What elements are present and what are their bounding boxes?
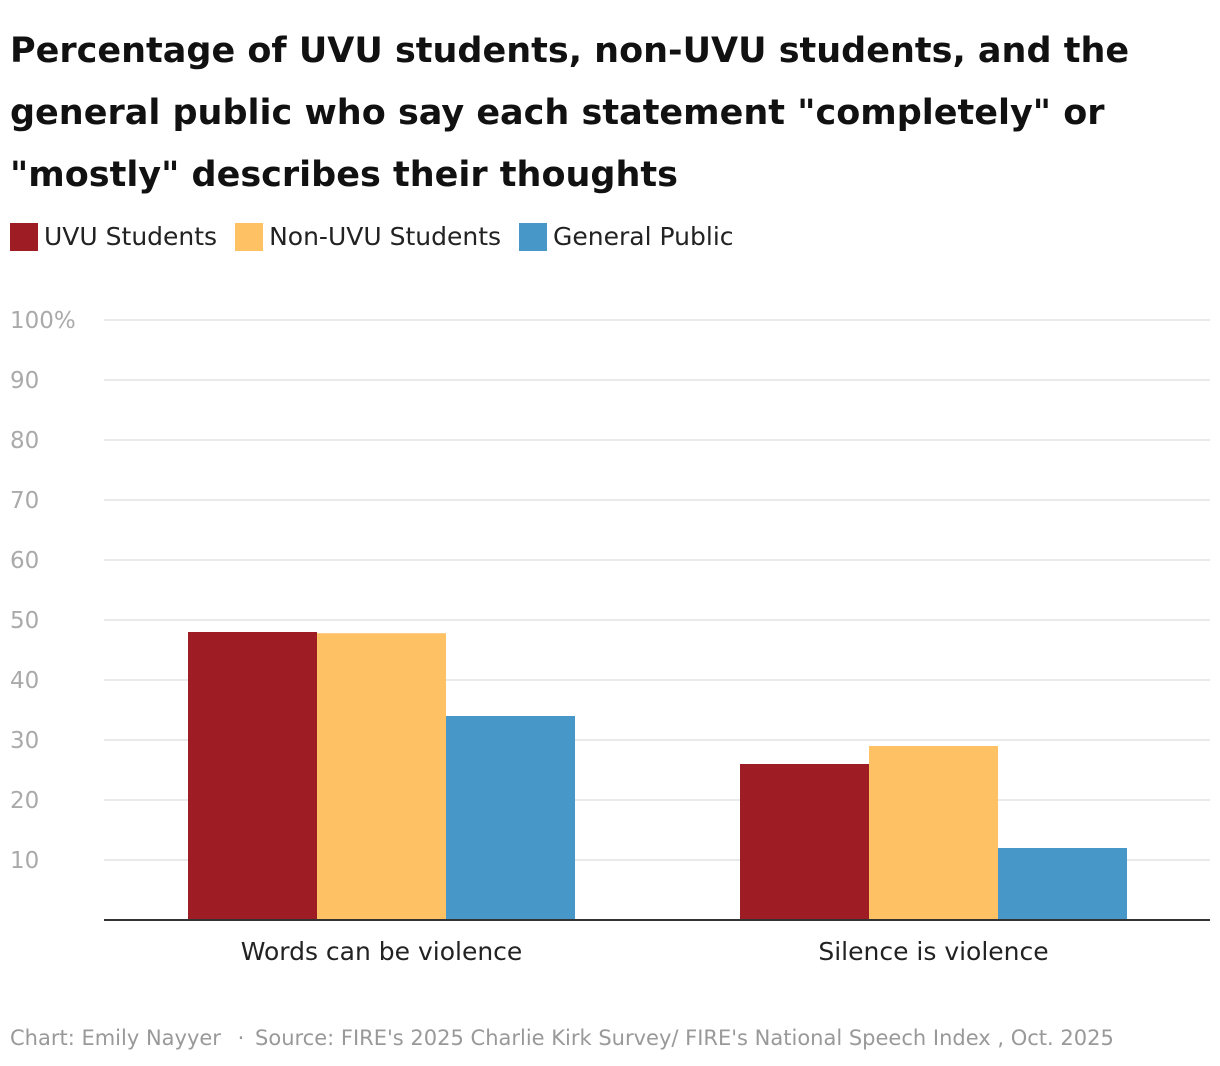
y-tick-label-60: 60 <box>10 548 39 574</box>
legend-swatch-uvu-students <box>10 222 38 251</box>
y-tick-label-80: 80 <box>10 428 39 454</box>
bar-non-uvu-students-2 <box>869 746 998 920</box>
legend-swatch-non-uvu-students <box>235 222 264 251</box>
bar-uvu-students-1 <box>188 632 317 920</box>
footer-separator: · <box>237 1026 245 1050</box>
bar-non-uvu-students-1 <box>317 633 446 920</box>
legend-swatch-general-public <box>519 222 548 251</box>
legend-label-non-uvu-students: Non-UVU Students <box>269 222 502 251</box>
legend-item-general-public: General Public <box>519 222 734 251</box>
bar-uvu-students-2 <box>740 764 869 920</box>
chart-source: Source: FIRE's 2025 Charlie Kirk Survey/… <box>255 1026 1114 1050</box>
chart-title: Percentage of UVU students, non-UVU stud… <box>10 31 1130 195</box>
legend-label-general-public: General Public <box>553 222 734 251</box>
y-tick-label-70: 70 <box>10 488 39 514</box>
x-category-label-1: Words can be violence <box>241 937 523 966</box>
chart-credit: Chart: Emily Nayyer <box>10 1026 221 1050</box>
y-tick-label-90: 90 <box>10 368 39 394</box>
y-tick-label-100: 100% <box>10 308 76 334</box>
y-tick-label-50: 50 <box>10 608 39 634</box>
legend-label-uvu-students: UVU Students <box>44 222 218 251</box>
x-category-label-2: Silence is violence <box>818 937 1048 966</box>
legend-item-non-uvu-students: Non-UVU Students <box>235 222 501 251</box>
y-tick-label-30: 30 <box>10 728 39 754</box>
legend-item-uvu-students: UVU Students <box>10 222 217 251</box>
bar-general-public-1 <box>446 716 575 920</box>
y-tick-label-20: 20 <box>10 788 39 814</box>
legend: UVU Students Non-UVU Students General Pu… <box>10 222 752 251</box>
footer: Chart: Emily Nayyer · Source: FIRE's 202… <box>10 1026 1114 1050</box>
y-tick-label-40: 40 <box>10 668 39 694</box>
y-tick-label-10: 10 <box>10 848 39 874</box>
bar-general-public-2 <box>998 848 1127 920</box>
bar-chart: 10 20 30 40 50 60 70 80 90 100% Words can be viole… <box>10 308 1210 966</box>
